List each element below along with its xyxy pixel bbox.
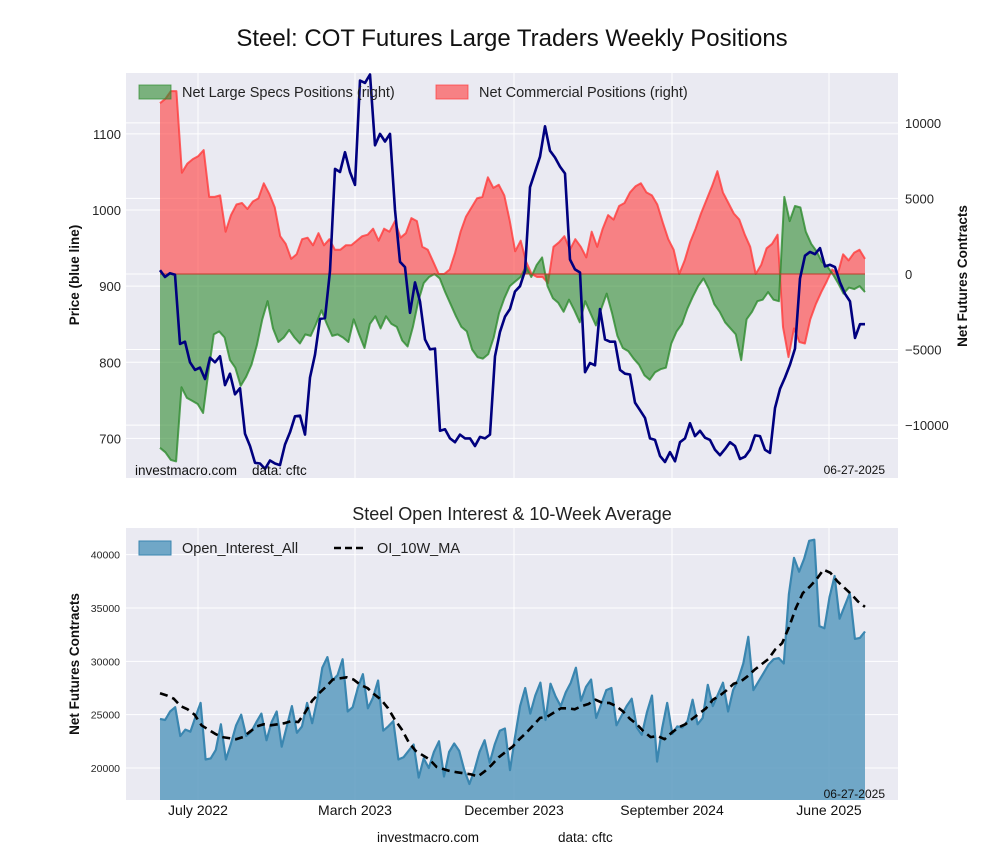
date-note-upper: 06-27-2025 bbox=[824, 463, 886, 477]
positions-areas bbox=[159, 90, 866, 463]
open-interest-line bbox=[159, 538, 866, 786]
open-interest-area bbox=[160, 539, 865, 800]
date-tick-label: March 2023 bbox=[318, 802, 392, 818]
legend-label-commercial: Net Commercial Positions (right) bbox=[479, 85, 688, 101]
open-interest-legend: Open_Interest_All OI_10W_MA bbox=[138, 540, 460, 557]
contracts-axis-label: Net Futures Contracts bbox=[955, 205, 970, 347]
price-axis-label: Price (blue line) bbox=[67, 225, 82, 326]
legend-swatch-specs bbox=[138, 84, 172, 100]
legend-swatch-open-interest bbox=[138, 540, 172, 556]
date-axis-ticks: July 2022 March 2023 December 2023 Septembe… bbox=[168, 802, 862, 818]
footer-site: investmacro.com bbox=[377, 830, 479, 845]
legend-swatch-commercial bbox=[435, 84, 469, 100]
date-tick-label: July 2022 bbox=[168, 802, 228, 818]
price-tick-label: 900 bbox=[99, 279, 121, 294]
price-tick-label: 800 bbox=[99, 355, 121, 370]
contracts-tick-label: 0 bbox=[905, 267, 912, 282]
open-interest-tick-label: 30000 bbox=[91, 656, 120, 668]
price-tick-label: 700 bbox=[99, 431, 121, 446]
specs-positions-area bbox=[160, 196, 865, 462]
open-interest-tick-label: 25000 bbox=[91, 710, 120, 722]
source-site-note: investmacro.com bbox=[135, 463, 237, 478]
open-interest-axis-ticks: 20000 25000 30000 35000 40000 bbox=[91, 550, 120, 775]
price-axis-ticks: 700 800 900 1000 1100 bbox=[92, 127, 121, 447]
contracts-tick-label: −10000 bbox=[905, 418, 949, 433]
open-interest-axis-label: Net Futures Contracts bbox=[67, 593, 82, 735]
contracts-axis-ticks: −10000 −5000 0 5000 10000 bbox=[905, 116, 949, 433]
open-interest-panel: Steel Open Interest & 10-Week Average 20… bbox=[67, 504, 898, 818]
date-note-lower: 06-27-2025 bbox=[824, 787, 886, 801]
date-tick-label: June 2025 bbox=[796, 802, 862, 818]
open-interest-area-group bbox=[159, 538, 866, 800]
moving-average-group bbox=[159, 568, 866, 778]
commercial-positions-line bbox=[159, 90, 866, 359]
commercial-positions-area bbox=[160, 91, 865, 358]
open-interest-title: Steel Open Interest & 10-Week Average bbox=[352, 504, 672, 524]
specs-positions-line bbox=[159, 195, 866, 463]
contracts-tick-label: 5000 bbox=[905, 191, 934, 206]
legend-label-specs: Net Large Specs Positions (right) bbox=[182, 85, 395, 101]
footer-data-source: data: cftc bbox=[558, 830, 613, 845]
open-interest-tick-label: 40000 bbox=[91, 550, 120, 562]
price-tick-label: 1000 bbox=[92, 203, 121, 218]
figure-title: Steel: COT Futures Large Traders Weekly … bbox=[236, 25, 787, 52]
contracts-tick-label: 10000 bbox=[905, 116, 941, 131]
price-tick-label: 1100 bbox=[93, 127, 121, 142]
date-tick-label: December 2023 bbox=[464, 802, 564, 818]
legend-label-moving-average: OI_10W_MA bbox=[377, 541, 460, 557]
contracts-tick-label: −5000 bbox=[905, 343, 942, 358]
price-line bbox=[158, 73, 865, 471]
open-interest-tick-label: 20000 bbox=[91, 763, 120, 775]
open-interest-tick-label: 35000 bbox=[91, 603, 120, 615]
legend-label-open-interest: Open_Interest_All bbox=[182, 541, 298, 557]
date-tick-label: September 2024 bbox=[620, 802, 724, 818]
source-data-note: data: cftc bbox=[252, 463, 307, 478]
price-line-group bbox=[158, 73, 865, 471]
positions-legend: Net Large Specs Positions (right) Net Co… bbox=[138, 84, 688, 101]
moving-average-line bbox=[159, 568, 866, 778]
